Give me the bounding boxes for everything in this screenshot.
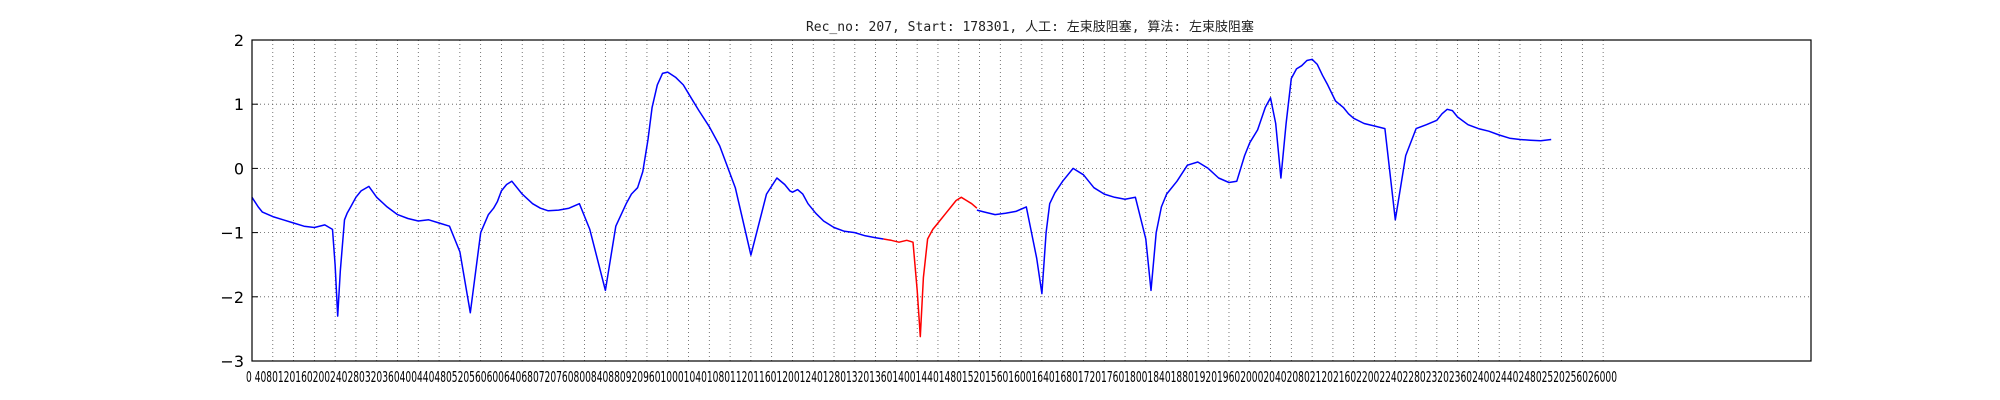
series-line-1 <box>883 196 978 338</box>
series-group <box>251 58 1552 338</box>
y-tick-label: −3 <box>220 352 244 371</box>
y-tick-label: 2 <box>234 31 244 50</box>
y-tick-label: 0 <box>234 159 244 178</box>
y-axis: 2 1 0 −1 −2 −3 <box>220 31 258 371</box>
series-line-0 <box>251 71 884 317</box>
plot-frame <box>251 39 1812 362</box>
grid-lines <box>251 39 1811 362</box>
y-tick-label: −2 <box>220 288 244 307</box>
chart-title: Rec_no: 207, Start: 178301, 人工: 左束肢阻塞, 算… <box>806 19 1254 35</box>
y-tick-label: 1 <box>234 95 244 114</box>
y-tick-label: −1 <box>220 224 244 243</box>
series-line-2 <box>976 58 1552 295</box>
x-tick-labels: 0 40801201602002402803203604004404805205… <box>246 368 1617 386</box>
